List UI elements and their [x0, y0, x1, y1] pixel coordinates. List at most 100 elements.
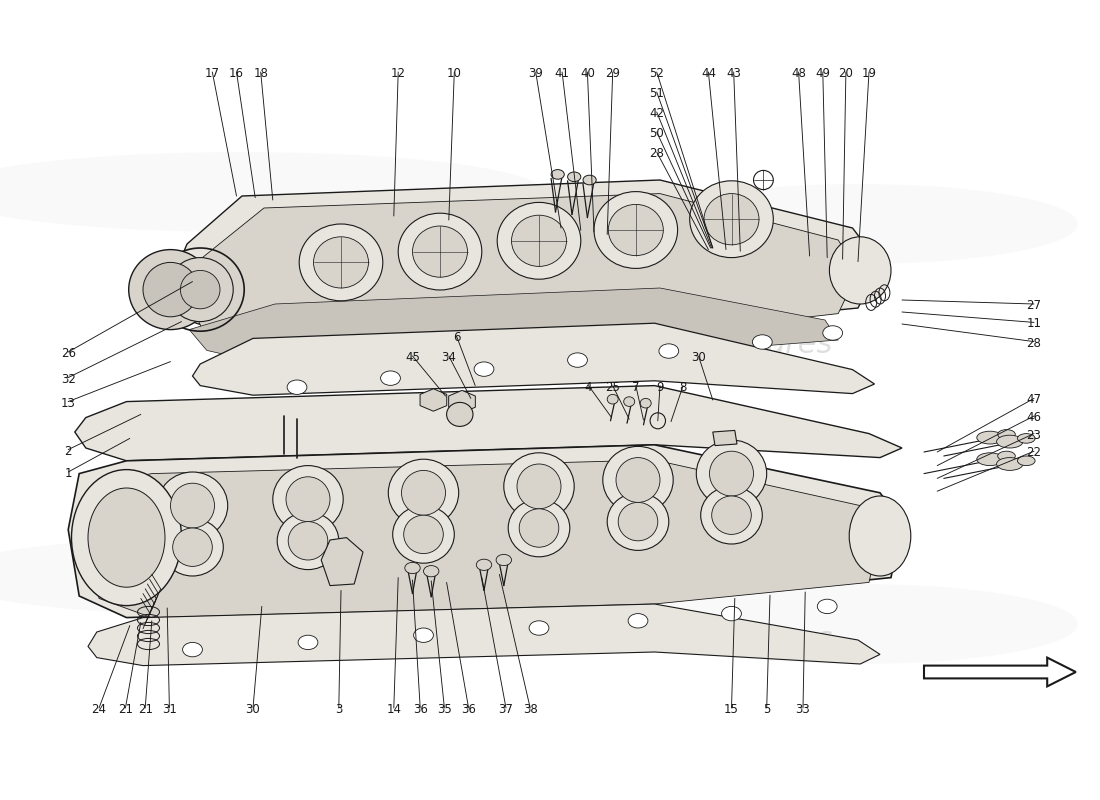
Ellipse shape [512, 215, 566, 266]
Text: 21: 21 [118, 703, 133, 716]
Polygon shape [924, 658, 1076, 686]
Text: 15: 15 [724, 703, 739, 716]
Ellipse shape [170, 483, 214, 528]
Ellipse shape [640, 398, 651, 408]
Ellipse shape [412, 226, 468, 278]
Polygon shape [192, 323, 875, 395]
Text: 11: 11 [1026, 318, 1042, 330]
Text: 32: 32 [60, 373, 76, 386]
Text: 40: 40 [580, 67, 595, 80]
Ellipse shape [497, 202, 581, 279]
Text: 52: 52 [649, 67, 664, 80]
Text: 51: 51 [649, 87, 664, 100]
Text: 38: 38 [522, 703, 538, 716]
Ellipse shape [618, 502, 658, 541]
Ellipse shape [162, 518, 223, 576]
Text: 43: 43 [726, 67, 741, 80]
Ellipse shape [849, 496, 911, 576]
Ellipse shape [299, 224, 383, 301]
Ellipse shape [286, 477, 330, 522]
Polygon shape [187, 194, 858, 350]
Text: 37: 37 [498, 703, 514, 716]
Text: 5: 5 [763, 703, 770, 716]
Ellipse shape [1018, 434, 1035, 443]
Ellipse shape [180, 270, 220, 309]
Text: 28: 28 [1026, 337, 1042, 350]
Text: 25: 25 [605, 381, 620, 394]
Text: 6: 6 [453, 331, 460, 344]
Ellipse shape [404, 515, 443, 554]
Ellipse shape [712, 496, 751, 534]
Ellipse shape [977, 431, 1003, 444]
Text: 50: 50 [649, 127, 664, 140]
Ellipse shape [157, 472, 228, 539]
Ellipse shape [517, 464, 561, 509]
Ellipse shape [603, 446, 673, 514]
Ellipse shape [997, 435, 1023, 448]
Ellipse shape [997, 458, 1023, 470]
Ellipse shape [504, 453, 574, 520]
Text: 2: 2 [65, 445, 72, 458]
Ellipse shape [551, 170, 564, 179]
Ellipse shape [607, 493, 669, 550]
Ellipse shape [608, 204, 663, 256]
Polygon shape [68, 445, 902, 618]
Ellipse shape [607, 394, 618, 404]
Ellipse shape [529, 621, 549, 635]
Ellipse shape [277, 512, 339, 570]
Ellipse shape [398, 214, 482, 290]
Text: 36: 36 [412, 703, 428, 716]
Text: 30: 30 [245, 703, 261, 716]
Ellipse shape [173, 528, 212, 566]
Text: 30: 30 [691, 351, 706, 364]
Ellipse shape [568, 353, 587, 367]
Ellipse shape [496, 554, 512, 566]
Ellipse shape [72, 470, 182, 606]
Text: 39: 39 [528, 67, 543, 80]
Text: 42: 42 [649, 107, 664, 120]
Ellipse shape [624, 397, 635, 406]
Text: 8: 8 [680, 381, 686, 394]
Ellipse shape [273, 466, 343, 533]
Ellipse shape [447, 402, 473, 426]
Text: 12: 12 [390, 67, 406, 80]
Polygon shape [88, 604, 880, 666]
Text: 34: 34 [441, 351, 456, 364]
Ellipse shape [1018, 456, 1035, 466]
Ellipse shape [167, 258, 233, 322]
Text: 46: 46 [1026, 411, 1042, 424]
Text: eurospares: eurospares [663, 330, 833, 358]
Ellipse shape [314, 237, 369, 288]
Ellipse shape [583, 175, 596, 185]
Text: 1: 1 [65, 467, 72, 480]
Ellipse shape [710, 451, 754, 496]
Ellipse shape [287, 380, 307, 394]
Ellipse shape [829, 237, 891, 304]
Ellipse shape [424, 566, 439, 577]
Polygon shape [189, 288, 838, 366]
Text: 48: 48 [791, 67, 806, 80]
Ellipse shape [129, 250, 212, 330]
Ellipse shape [393, 506, 454, 563]
Text: 14: 14 [386, 703, 402, 716]
Text: 19: 19 [861, 67, 877, 80]
Ellipse shape [977, 453, 1003, 466]
Text: 17: 17 [205, 67, 220, 80]
Text: 41: 41 [554, 67, 570, 80]
Ellipse shape [638, 584, 1078, 664]
Ellipse shape [0, 536, 544, 616]
Text: 36: 36 [461, 703, 476, 716]
Ellipse shape [414, 628, 433, 642]
Ellipse shape [628, 614, 648, 628]
Text: 9: 9 [657, 381, 663, 394]
Ellipse shape [823, 326, 843, 340]
Text: 10: 10 [447, 67, 462, 80]
Polygon shape [170, 180, 880, 344]
Ellipse shape [568, 172, 581, 182]
Text: 16: 16 [229, 67, 244, 80]
Text: 45: 45 [405, 351, 420, 364]
Text: 33: 33 [795, 703, 811, 716]
Ellipse shape [659, 344, 679, 358]
Ellipse shape [594, 192, 678, 268]
Text: 7: 7 [632, 381, 639, 394]
